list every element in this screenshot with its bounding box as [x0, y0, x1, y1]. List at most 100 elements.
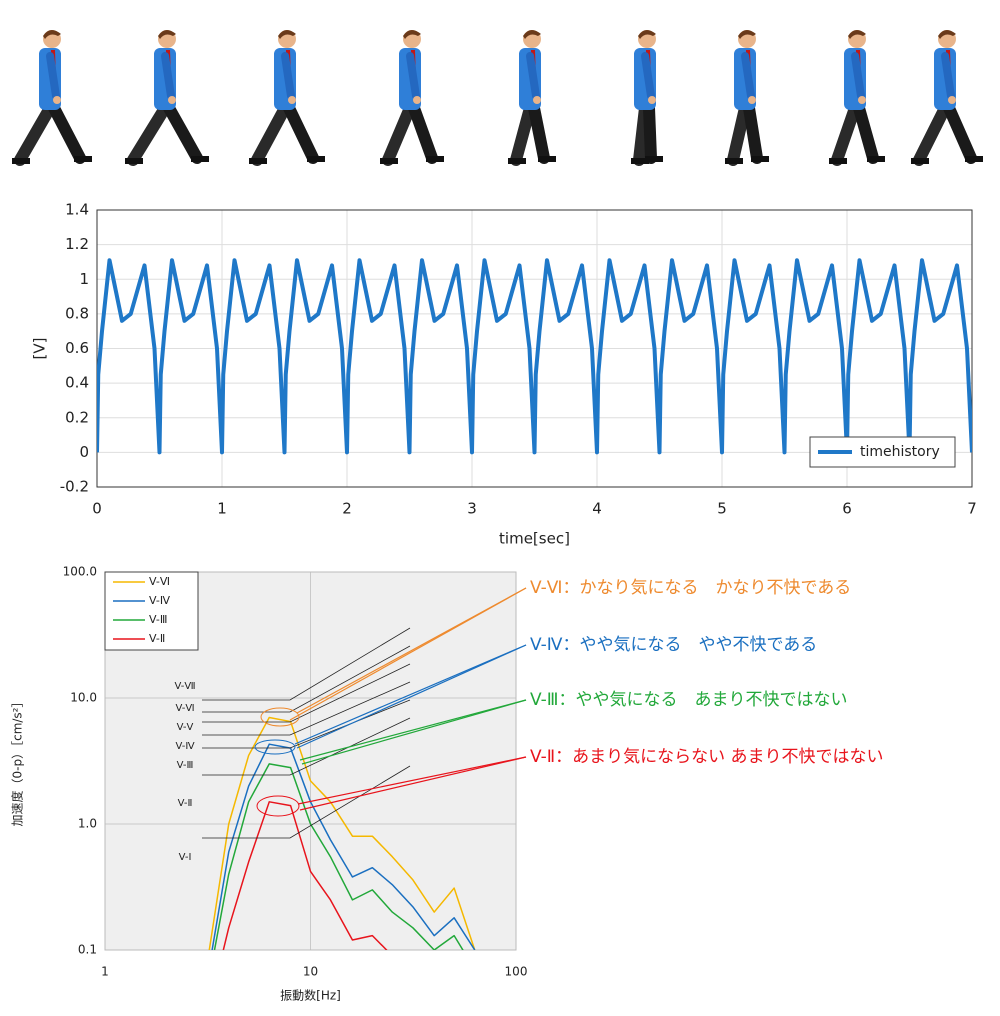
y-tick-label: 100.0: [63, 565, 97, 579]
series-line: [211, 743, 476, 950]
shoe: [191, 156, 209, 162]
legend-label: V-Ⅱ: [149, 632, 165, 645]
reference-line: [202, 663, 411, 723]
hand: [858, 96, 866, 104]
x-tick-label: 3: [467, 500, 477, 518]
shoe: [829, 158, 847, 164]
series-line: [208, 716, 476, 950]
walking-figures: [12, 29, 983, 166]
annotation: V-Ⅱ：あまり気にならない あまり不快ではない: [530, 747, 884, 767]
leg: [251, 102, 291, 166]
walker: [631, 29, 663, 166]
leader-line: [301, 699, 527, 765]
arm: [641, 52, 655, 100]
series-line: [222, 801, 388, 950]
highlight-ellipse: [260, 707, 300, 727]
series-line: [97, 258, 972, 455]
plot-frame: [96, 209, 973, 488]
x-tick-label: 6: [842, 500, 852, 518]
shoe: [307, 156, 325, 162]
leg: [163, 102, 203, 164]
leg: [408, 102, 438, 164]
hair: [278, 29, 296, 39]
shoe: [645, 156, 663, 162]
y-tick-label: 0: [79, 443, 89, 461]
arm: [941, 52, 955, 100]
hand: [948, 96, 956, 104]
leader-line: [297, 756, 527, 805]
reference-line: [202, 627, 411, 701]
shoe: [725, 158, 743, 164]
leg: [48, 102, 86, 164]
x-tick-label: 7: [967, 500, 977, 518]
leg: [913, 102, 951, 166]
shoe: [508, 158, 526, 164]
x-tick-label: 1: [217, 500, 227, 518]
leg: [14, 102, 56, 166]
y-tick-label: 1.2: [65, 235, 89, 253]
shoe: [125, 158, 143, 164]
x-tick-label: 4: [592, 500, 602, 518]
hand: [748, 96, 756, 104]
hand: [533, 96, 541, 104]
series-line: [213, 763, 464, 950]
y-tick-label: 0.6: [65, 339, 89, 357]
leg: [283, 102, 319, 164]
y-axis-label: 加速度（0-p）［cm/s²］: [10, 696, 25, 827]
x-tick-label: 10: [303, 965, 318, 979]
reference-line: [202, 645, 411, 713]
level-label: V-Ⅴ: [177, 722, 194, 733]
y-tick-label: -0.2: [60, 478, 89, 496]
arm: [161, 52, 175, 100]
x-tick-label: 2: [342, 500, 352, 518]
plot-frame: [104, 571, 517, 951]
x-tick-label: 1: [101, 965, 109, 979]
hair: [403, 29, 421, 39]
hair: [43, 29, 61, 39]
leg: [853, 102, 879, 164]
y-tick-label: 1.4: [65, 201, 89, 219]
x-tick-label: 5: [717, 500, 727, 518]
arm: [526, 52, 540, 100]
legend-label: V-Ⅳ: [149, 594, 171, 607]
leader-line: [299, 756, 527, 811]
leader-line: [289, 587, 527, 721]
x-tick-label: 0: [92, 500, 102, 518]
hair: [638, 29, 656, 39]
x-tick-label: 100: [505, 965, 528, 979]
walker: [829, 29, 885, 166]
shoe: [631, 158, 649, 164]
level-label: V-Ⅲ: [177, 760, 194, 771]
shoe: [538, 156, 556, 162]
y-tick-label: 0.8: [65, 304, 89, 322]
annotation: V-Ⅳ：やや気になる やや不快である: [530, 635, 817, 655]
walker: [380, 29, 444, 166]
annotation: V-Ⅵ：かなり気になる かなり不快である: [530, 578, 851, 598]
y-tick-label: 0.1: [78, 943, 97, 957]
level-label: V-Ⅱ: [178, 798, 193, 809]
leader-line: [299, 699, 527, 761]
legend-label: timehistory: [860, 444, 940, 460]
legend-label: V-Ⅵ: [149, 575, 170, 588]
leg: [943, 102, 977, 164]
legend-box: [104, 571, 199, 651]
x-axis-label: 振動数[Hz]: [280, 988, 341, 1003]
arm: [851, 52, 865, 100]
leader-line: [294, 644, 527, 745]
shoe: [249, 158, 267, 164]
reference-line: [202, 699, 411, 749]
reference-line: [202, 765, 411, 839]
leg: [528, 102, 550, 164]
arm: [406, 52, 420, 100]
hand: [413, 96, 421, 104]
leg: [127, 102, 171, 166]
shoe: [965, 156, 983, 162]
hair: [738, 29, 756, 39]
hair: [523, 29, 541, 39]
walker: [911, 29, 983, 166]
shoe: [911, 158, 929, 164]
walker: [12, 29, 92, 166]
hair: [848, 29, 866, 39]
hair: [158, 29, 176, 39]
